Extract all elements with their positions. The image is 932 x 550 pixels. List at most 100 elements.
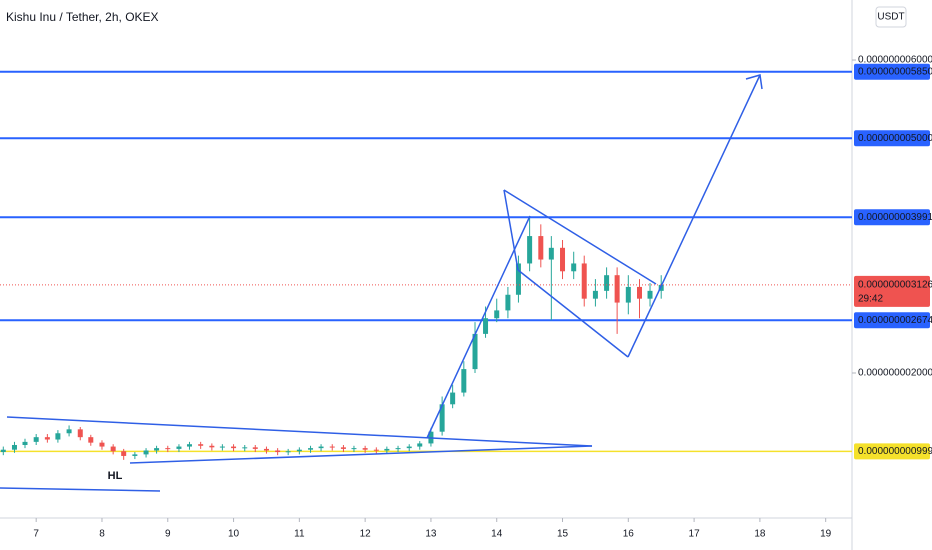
candle-body xyxy=(362,448,368,450)
x-tick-label: 12 xyxy=(360,529,372,540)
candle-body xyxy=(285,451,291,453)
candle-body xyxy=(318,446,324,449)
level-label-box xyxy=(854,312,930,329)
currency-button[interactable] xyxy=(875,6,907,28)
candle-body xyxy=(198,444,204,446)
candle-body xyxy=(219,446,225,448)
candle-body xyxy=(472,333,478,370)
candle-body xyxy=(560,247,566,272)
candle-body xyxy=(44,437,50,440)
candle-body xyxy=(483,318,489,334)
x-tick-label: 16 xyxy=(623,529,635,540)
x-tick-label: 14 xyxy=(491,529,503,540)
countdown: 29:42 xyxy=(858,294,883,305)
level-label-box xyxy=(854,130,930,147)
candle-body xyxy=(417,443,423,447)
flag-upper xyxy=(503,189,657,285)
level-label-box xyxy=(854,63,930,80)
candle-body xyxy=(494,310,500,319)
candle-body xyxy=(88,437,94,443)
candle-body xyxy=(614,275,620,303)
candle-body xyxy=(406,446,412,449)
candle-body xyxy=(110,446,116,452)
candle-body xyxy=(439,404,445,432)
candle-body xyxy=(581,263,587,299)
candle-body xyxy=(571,263,577,272)
current-price-label: 0.000000003126 xyxy=(858,280,932,291)
x-tick-label: 18 xyxy=(754,529,766,540)
candle-body xyxy=(308,448,314,450)
x-tick-label: 9 xyxy=(165,529,171,540)
candle-body xyxy=(11,444,17,450)
x-tick-label: 10 xyxy=(228,529,240,540)
candle-body xyxy=(658,284,664,291)
candle-body xyxy=(121,451,127,456)
candle-body xyxy=(33,437,39,442)
candle-body xyxy=(22,441,28,445)
trend-line xyxy=(6,416,593,447)
candle-body xyxy=(450,392,456,405)
candle-body xyxy=(384,448,390,451)
candle-body xyxy=(592,290,598,299)
candle-body xyxy=(296,449,302,452)
chart-title: Kishu Inu / Tether, 2h, OKEX xyxy=(6,10,159,24)
y-tick-label: 0.000000006000 xyxy=(858,55,932,66)
candle-body xyxy=(275,450,281,453)
x-tick-label: 17 xyxy=(689,529,701,540)
candle-body xyxy=(636,286,642,299)
trend-line xyxy=(129,445,593,464)
level-label: 0.000000003991 xyxy=(858,212,932,223)
drawings xyxy=(0,74,763,492)
candle-body xyxy=(527,236,533,264)
candle-body xyxy=(77,429,83,438)
candle-body xyxy=(329,446,335,448)
candle-body xyxy=(604,275,610,291)
level-label: 0.000000005000 xyxy=(858,133,932,144)
current-price-box xyxy=(854,275,930,307)
candle-body xyxy=(165,448,171,450)
x-tick-label: 11 xyxy=(294,529,305,540)
candle-body xyxy=(66,429,72,434)
flag-lower xyxy=(517,269,629,358)
candle-body xyxy=(154,448,160,451)
x-tick-label: 15 xyxy=(557,529,569,540)
trend-line xyxy=(0,487,161,492)
projection-arrow xyxy=(627,74,761,358)
flag-pole xyxy=(426,215,531,439)
currency-label: USDT xyxy=(877,12,904,23)
candle-body xyxy=(351,448,357,450)
x-tick-label: 19 xyxy=(820,529,832,540)
candle-body xyxy=(395,448,401,450)
candle-body xyxy=(340,447,346,449)
candle-body xyxy=(186,444,192,447)
flag-edge xyxy=(503,189,519,271)
level-label-box xyxy=(854,209,930,226)
candle-body xyxy=(209,445,215,448)
level-label: 0.000000000999 xyxy=(858,446,932,457)
candle-body xyxy=(55,433,61,440)
level-label: 0.000000005850 xyxy=(858,66,932,77)
y-tick-label: 0.000000002000 xyxy=(858,368,932,379)
candle-body xyxy=(263,448,269,451)
candle-body xyxy=(461,369,467,393)
candle-body xyxy=(0,449,6,453)
candle-body xyxy=(132,454,138,456)
candle-body xyxy=(231,446,237,449)
annotation: HL xyxy=(108,470,123,482)
candle-body xyxy=(505,294,511,311)
x-tick-label: 13 xyxy=(425,529,437,540)
candle-body xyxy=(242,447,248,449)
x-tick-label: 8 xyxy=(99,529,105,540)
candle-body xyxy=(99,442,105,447)
candle-body xyxy=(176,446,182,449)
candle-body xyxy=(647,290,653,299)
candle-body xyxy=(252,447,258,449)
candle-body xyxy=(548,247,554,260)
arrow-head xyxy=(745,74,763,90)
candle-body xyxy=(373,449,379,451)
candle-body xyxy=(515,263,521,295)
candle-body xyxy=(625,286,631,303)
candle-body xyxy=(538,236,544,260)
x-tick-label: 7 xyxy=(33,529,39,540)
